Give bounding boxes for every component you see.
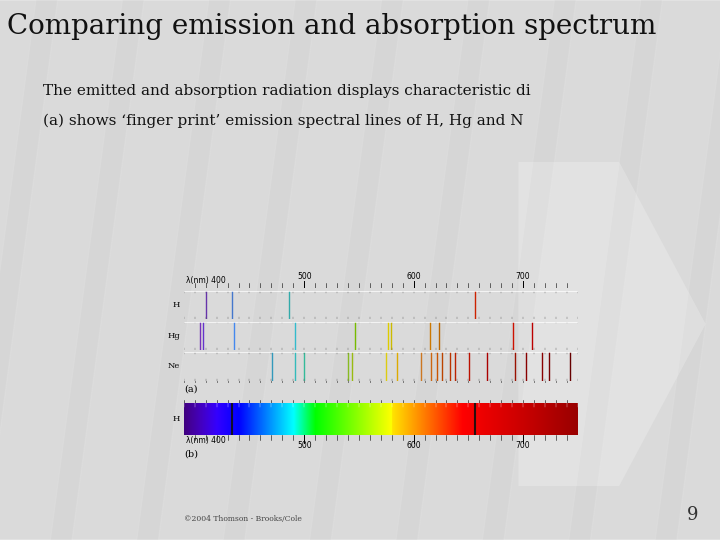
Text: H: H: [173, 301, 180, 309]
Polygon shape: [590, 0, 720, 540]
Text: (b): (b): [184, 450, 198, 458]
Text: ©2004 Thomson - Brooks/Cole: ©2004 Thomson - Brooks/Cole: [184, 515, 302, 523]
Text: 500: 500: [297, 272, 312, 281]
Polygon shape: [331, 0, 720, 540]
Text: (a): (a): [184, 384, 197, 393]
Text: Comparing emission and absorption spectrum: Comparing emission and absorption spectr…: [7, 14, 657, 40]
Polygon shape: [0, 0, 122, 540]
Polygon shape: [0, 0, 209, 540]
Text: H: H: [173, 415, 180, 423]
Text: λ(nm) 400: λ(nm) 400: [186, 275, 226, 285]
Text: 600: 600: [406, 441, 421, 450]
Text: Hg: Hg: [168, 332, 180, 340]
Text: The emitted and absorption radiation displays characteristic di: The emitted and absorption radiation dis…: [43, 84, 531, 98]
Text: 700: 700: [516, 272, 531, 281]
Polygon shape: [158, 0, 554, 540]
Text: (a) shows ‘finger print’ emission spectral lines of H, Hg and N: (a) shows ‘finger print’ emission spectr…: [43, 113, 523, 128]
Polygon shape: [72, 0, 468, 540]
Polygon shape: [504, 0, 720, 540]
Text: 9: 9: [687, 506, 698, 524]
Text: 500: 500: [297, 441, 312, 450]
Text: λ(nm) 400: λ(nm) 400: [186, 436, 226, 445]
Text: Ne: Ne: [168, 362, 180, 370]
Polygon shape: [518, 162, 706, 486]
Polygon shape: [245, 0, 641, 540]
Polygon shape: [0, 0, 295, 540]
Polygon shape: [0, 0, 382, 540]
Polygon shape: [677, 0, 720, 540]
Polygon shape: [0, 0, 36, 540]
Polygon shape: [418, 0, 720, 540]
Text: 700: 700: [516, 441, 531, 450]
Text: 600: 600: [406, 272, 421, 281]
